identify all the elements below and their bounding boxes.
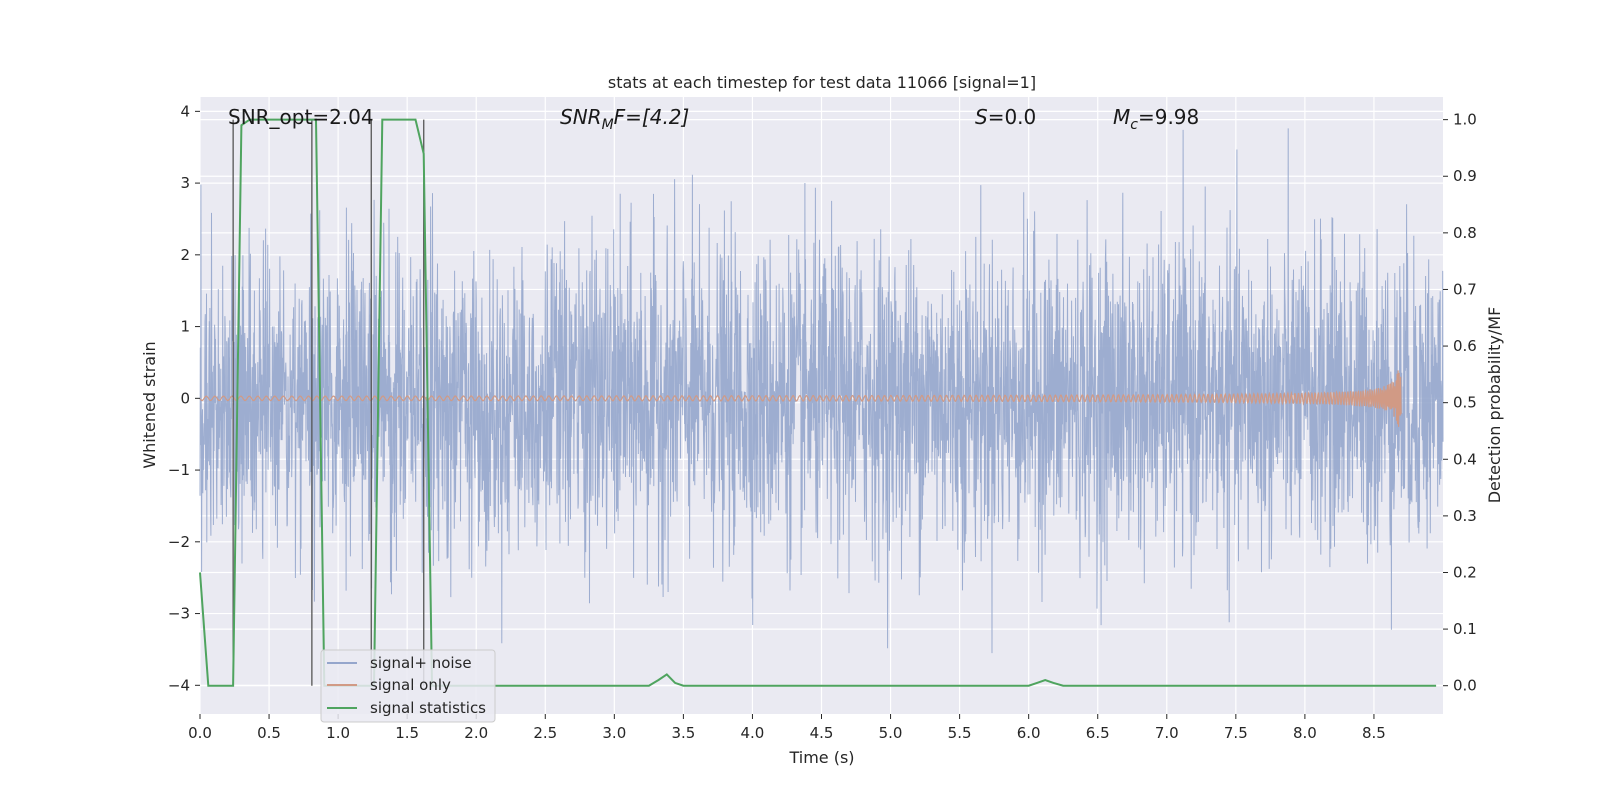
mc-sub: c: [1130, 117, 1138, 133]
y-tick-label: −1: [168, 461, 190, 479]
y-tick-label: 0: [180, 389, 190, 407]
y-axis-label: Whitened strain: [140, 341, 159, 468]
x-tick-label: 1.5: [395, 724, 419, 742]
annotation-snr-opt: SNR_opt=2.04: [228, 105, 374, 129]
vertical-markers: [232, 119, 425, 686]
y-tick-label: −3: [168, 605, 190, 623]
x-ticks: 0.0 0.5 1.0 1.5 2.0 2.5 3.0 3.5 4.0 4.5 5.0 5.5 6.0 6…: [188, 714, 1386, 742]
s-rest: =0.0: [988, 105, 1037, 129]
x-axis-label: Time (s): [788, 748, 854, 767]
x-tick-label: 8.5: [1362, 724, 1386, 742]
snr-mf-sub: M: [602, 117, 614, 133]
y2-tick-label: 0.2: [1453, 563, 1477, 581]
x-tick-label: 6.0: [1017, 724, 1041, 742]
y2-tick-label: 1.0: [1453, 111, 1477, 129]
signal-only-line: [199, 370, 1402, 427]
annotation-snr-mf: SNRMF=[4.2]: [560, 105, 689, 133]
y-ticks: −4 −3 −2 −1 0 1 2 3 4: [168, 102, 200, 694]
y-tick-label: −4: [168, 676, 190, 694]
snr-mf-base: SNR: [560, 105, 602, 129]
y2-tick-label: 0.7: [1453, 280, 1477, 298]
x-tick-label: 1.0: [326, 724, 350, 742]
x-tick-label: 4.5: [810, 724, 834, 742]
x-tick-label: 7.0: [1155, 724, 1179, 742]
y2-tick-label: 0.8: [1453, 224, 1477, 242]
mc-rest: =9.98: [1138, 105, 1199, 129]
x-tick-label: 0.0: [188, 724, 212, 742]
legend-label-signal: signal only: [370, 676, 451, 694]
x-tick-label: 5.0: [879, 724, 903, 742]
x-tick-label: 6.5: [1086, 724, 1110, 742]
snr-mf-rest: F=[4.2]: [614, 105, 690, 129]
x-tick-label: 7.5: [1224, 724, 1248, 742]
x-tick-label: 2.0: [464, 724, 488, 742]
legend-label-stats: signal statistics: [370, 699, 486, 717]
annotation-mc: Mc=9.98: [1113, 105, 1199, 133]
y-tick-label: 4: [180, 102, 190, 120]
y-tick-label: 2: [180, 246, 190, 264]
x-tick-label: 3.5: [671, 724, 695, 742]
y2-tick-label: 0.9: [1453, 167, 1477, 185]
x-tick-label: 2.5: [533, 724, 557, 742]
y2-tick-label: 0.0: [1453, 677, 1477, 695]
x-tick-label: 8.0: [1293, 724, 1317, 742]
x-tick-label: 4.0: [741, 724, 765, 742]
y2-ticks: 0.0 0.1 0.2 0.3 0.4 0.5 0.6 0.7 0.8 0.9 1.0: [1443, 111, 1477, 695]
x-tick-label: 0.5: [257, 724, 281, 742]
annotation-s: S=0.0: [975, 105, 1036, 129]
s-var: S: [975, 105, 988, 129]
y-tick-label: −2: [168, 533, 190, 551]
y2-tick-label: 0.6: [1453, 337, 1477, 355]
y2-tick-label: 0.4: [1453, 450, 1477, 468]
y2-tick-label: 0.5: [1453, 394, 1477, 412]
legend: signal+ noise signal only signal statist…: [320, 649, 496, 723]
y2-axis-label: Detection probability/MF: [1485, 307, 1504, 504]
signal-only-series: [199, 370, 1402, 427]
mc-base: M: [1113, 105, 1130, 129]
x-tick-label: 3.0: [602, 724, 626, 742]
y2-tick-label: 0.1: [1453, 620, 1477, 638]
x-tick-label: 5.5: [948, 724, 972, 742]
legend-label-noise: signal+ noise: [370, 654, 472, 672]
y-tick-label: 1: [180, 318, 190, 336]
y2-tick-label: 0.3: [1453, 507, 1477, 525]
y-tick-label: 3: [180, 174, 190, 192]
legend-box: [320, 649, 496, 723]
chart-title: stats at each timestep for test data 110…: [608, 73, 1036, 92]
